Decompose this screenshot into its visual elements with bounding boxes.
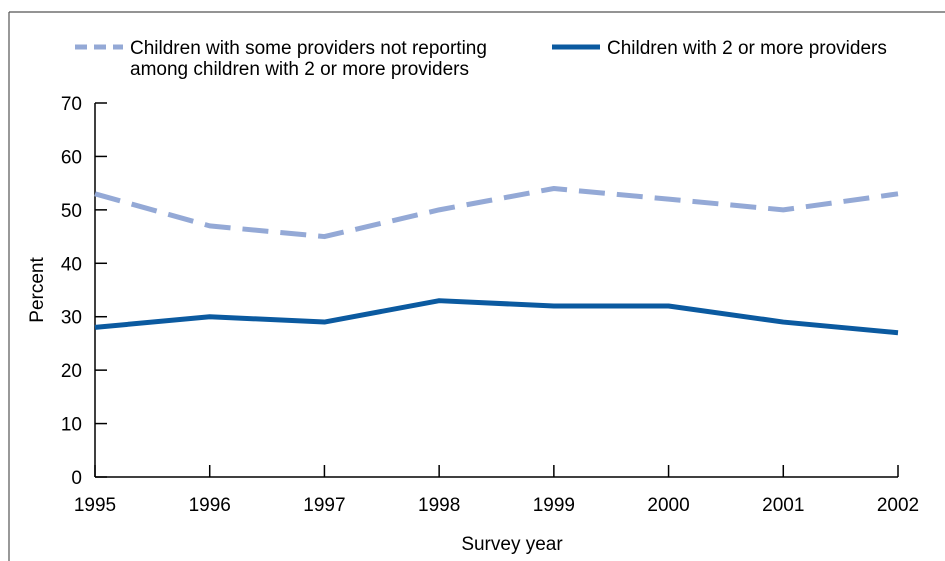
x-tick-label: 1998: [418, 495, 460, 516]
x-tick-label: 2001: [762, 495, 804, 516]
y-tick-label: 30: [61, 308, 82, 329]
legend: Children with some providers not reporti…: [75, 38, 887, 80]
series-layer: [94, 185, 899, 336]
y-axis-title: Percent: [27, 257, 48, 323]
x-tick-label: 1999: [533, 495, 575, 516]
y-tick-label: 60: [61, 147, 82, 168]
legend-label-series-2: Children with 2 or more providers: [607, 38, 887, 59]
y-tick-label: 40: [61, 254, 82, 275]
y-tick-label: 20: [61, 361, 82, 382]
x-tick-label: 1996: [189, 495, 231, 516]
y-tick-label: 10: [61, 415, 82, 436]
series-line-2: [94, 298, 899, 336]
y-tick-label: 70: [61, 94, 82, 115]
x-ticks: 1995 1996 1997 1998 1999 2000 2001 2002: [74, 465, 919, 516]
x-tick-label: 1995: [74, 495, 116, 516]
y-ticks: 0 10 20 30 40 50 60 70: [61, 94, 107, 489]
x-tick-label: 1997: [303, 495, 345, 516]
series-line-1: [94, 185, 899, 240]
legend-label-series-1-line-1: Children with some providers not reporti…: [130, 38, 487, 59]
x-tick-label: 2000: [647, 495, 689, 516]
y-tick-label: 50: [61, 201, 82, 222]
legend-label-series-1-line-2: among children with 2 or more providers: [130, 59, 469, 80]
x-axis-title: Survey year: [461, 534, 563, 555]
x-tick-label: 2002: [877, 495, 919, 516]
y-tick-label: 0: [71, 468, 82, 489]
